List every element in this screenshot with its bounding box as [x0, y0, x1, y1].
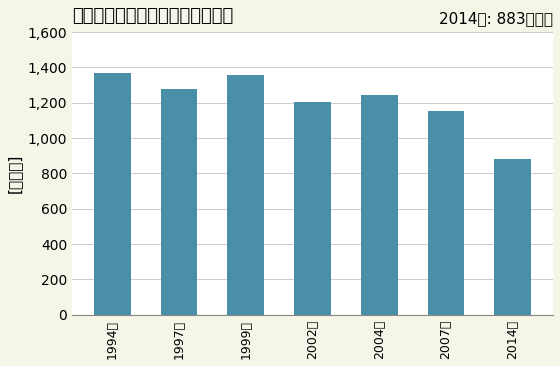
Bar: [361, 95, 398, 315]
Text: 飲食料品卸売業の事業所数の推移: 飲食料品卸売業の事業所数の推移: [72, 7, 233, 25]
Bar: [294, 102, 331, 315]
Bar: [161, 89, 197, 315]
Bar: [227, 75, 264, 315]
Bar: [428, 111, 464, 315]
Y-axis label: [事業所]: [事業所]: [7, 154, 22, 193]
Bar: [94, 73, 130, 315]
Bar: [494, 159, 531, 315]
Text: 2014年: 883事業所: 2014年: 883事業所: [439, 11, 553, 26]
